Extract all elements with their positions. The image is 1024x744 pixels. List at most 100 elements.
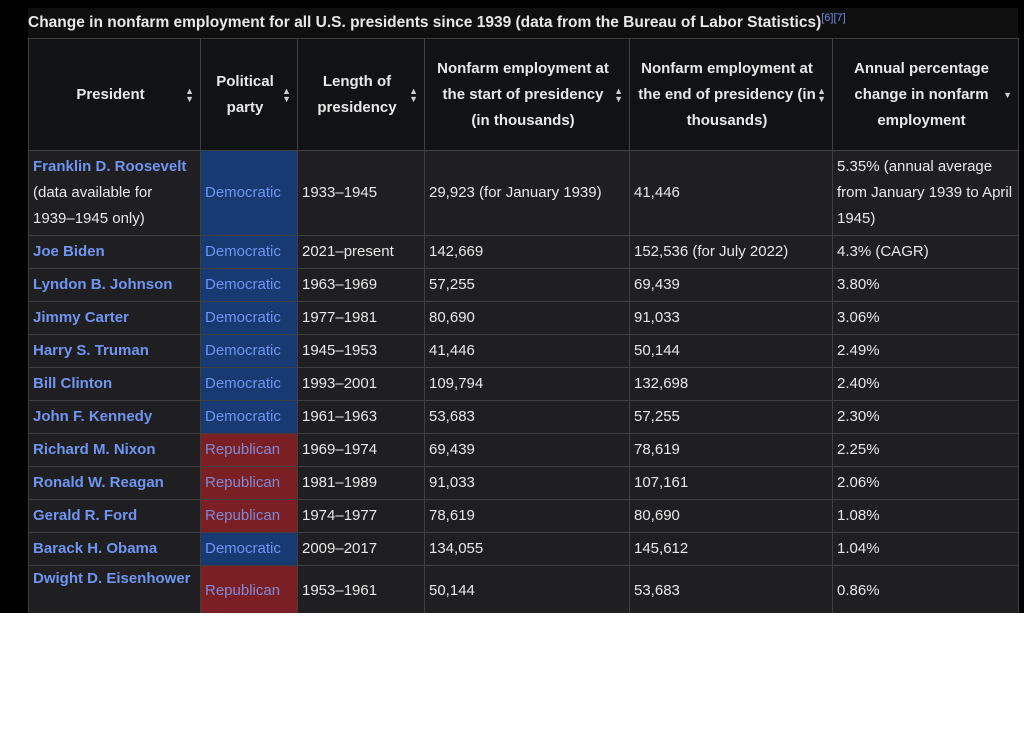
party-link[interactable]: Democratic: [205, 184, 281, 201]
annual-change-cell: 1.08%: [832, 499, 1019, 533]
party-link[interactable]: Republican: [205, 507, 281, 524]
column-header-length[interactable]: Length of presidency ▲ ▼: [297, 38, 425, 151]
term-cell: 1969–1974: [297, 433, 425, 467]
table-caption: Change in nonfarm employment for all U.S…: [28, 8, 1018, 38]
sort-descending-icon[interactable]: ▼: [1003, 89, 1012, 100]
header-label: President: [76, 85, 145, 103]
term-cell: 1981–1989: [297, 466, 425, 500]
table-row: John F. Kennedy Democratic 1961–1963 53,…: [28, 400, 1019, 434]
sort-both-icon[interactable]: ▲ ▼: [817, 85, 826, 104]
party-link[interactable]: Democratic: [205, 342, 281, 359]
president-link[interactable]: Richard M. Nixon: [33, 441, 156, 458]
caption-text: Change in nonfarm employment for all U.S…: [28, 14, 822, 31]
president-link[interactable]: Dwight D. Eisenhower: [33, 570, 191, 587]
president-link[interactable]: Harry S. Truman: [33, 342, 149, 359]
term-cell: 1993–2001: [297, 367, 425, 401]
annual-change-cell: 4.3% (CAGR): [832, 235, 1019, 269]
president-cell: John F. Kennedy: [28, 400, 201, 434]
end-employment-cell: 152,536 (for July 2022): [629, 235, 833, 269]
president-link[interactable]: Jimmy Carter: [33, 309, 129, 326]
term-cell: 1933–1945: [297, 150, 425, 236]
president-link[interactable]: Ronald W. Reagan: [33, 474, 164, 491]
term-cell: 1961–1963: [297, 400, 425, 434]
term-cell: 2009–2017: [297, 532, 425, 566]
party-link[interactable]: Democratic: [205, 243, 281, 260]
party-cell: Democratic: [200, 235, 298, 269]
employment-table: President ▲ ▼ Political party ▲ ▼ Length of …: [28, 38, 1019, 613]
president-cell: Gerald R. Ford: [28, 499, 201, 533]
end-employment-cell: 41,446: [629, 150, 833, 236]
sort-both-icon[interactable]: ▲ ▼: [409, 85, 418, 104]
president-cell: Ronald W. Reagan: [28, 466, 201, 500]
start-employment-cell: 41,446: [424, 334, 630, 368]
annual-change-cell: 3.80%: [832, 268, 1019, 302]
president-cell: Richard M. Nixon: [28, 433, 201, 467]
end-employment-cell: 69,439: [629, 268, 833, 302]
column-header-start-employment[interactable]: Nonfarm employment at the start of presi…: [424, 38, 630, 151]
table-row: Harry S. Truman Democratic 1945–1953 41,…: [28, 334, 1019, 368]
table-row: Richard M. Nixon Republican 1969–1974 69…: [28, 433, 1019, 467]
party-link[interactable]: Republican: [205, 474, 281, 491]
table-row: Ronald W. Reagan Republican 1981–1989 91…: [28, 466, 1019, 500]
party-cell: Democratic: [200, 334, 298, 368]
president-link[interactable]: Gerald R. Ford: [33, 507, 138, 524]
table-row: Bill Clinton Democratic 1993–2001 109,79…: [28, 367, 1019, 401]
annual-change-cell: 1.04%: [832, 532, 1019, 566]
party-cell: Democratic: [200, 268, 298, 302]
party-link[interactable]: Democratic: [205, 309, 281, 326]
start-employment-cell: 78,619: [424, 499, 630, 533]
start-employment-cell: 29,923 (for January 1939): [424, 150, 630, 236]
sort-both-icon[interactable]: ▲ ▼: [185, 85, 194, 104]
president-link[interactable]: Joe Biden: [33, 243, 105, 260]
president-cell: Franklin D. Roosevelt (data available for…: [28, 150, 201, 236]
party-cell: Democratic: [200, 367, 298, 401]
column-header-annual-change[interactable]: Annual percentage change in nonfarm empl…: [832, 38, 1019, 151]
sort-both-icon[interactable]: ▲ ▼: [614, 85, 623, 104]
annual-change-cell: 3.06%: [832, 301, 1019, 335]
annual-change-cell: 2.40%: [832, 367, 1019, 401]
column-header-party[interactable]: Political party ▲ ▼: [200, 38, 298, 151]
annual-change-cell: 2.25%: [832, 433, 1019, 467]
end-employment-cell: 107,161: [629, 466, 833, 500]
president-cell: Harry S. Truman: [28, 334, 201, 368]
column-header-president[interactable]: President ▲ ▼: [28, 38, 201, 151]
president-link[interactable]: Lyndon B. Johnson: [33, 276, 173, 293]
start-employment-cell: 69,439: [424, 433, 630, 467]
party-cell: Republican: [200, 565, 298, 613]
annual-change-cell: 0.86%: [832, 565, 1019, 613]
table-row: Lyndon B. Johnson Democratic 1963–1969 5…: [28, 268, 1019, 302]
party-link[interactable]: Democratic: [205, 375, 281, 392]
party-link[interactable]: Republican: [205, 582, 281, 599]
president-link[interactable]: Barack H. Obama: [33, 540, 158, 557]
annual-change-cell: 2.49%: [832, 334, 1019, 368]
column-header-end-employment[interactable]: Nonfarm employment at the end of preside…: [629, 38, 833, 151]
term-cell: 1974–1977: [297, 499, 425, 533]
president-cell: Bill Clinton: [28, 367, 201, 401]
header-label: Nonfarm employment at the end of preside…: [638, 59, 816, 129]
term-cell: 2021–present: [297, 235, 425, 269]
end-employment-cell: 132,698: [629, 367, 833, 401]
start-employment-cell: 50,144: [424, 565, 630, 613]
party-link[interactable]: Democratic: [205, 276, 281, 293]
party-link[interactable]: Democratic: [205, 540, 281, 557]
start-employment-cell: 80,690: [424, 301, 630, 335]
end-employment-cell: 57,255: [629, 400, 833, 434]
start-employment-cell: 57,255: [424, 268, 630, 302]
caption-references[interactable]: [6][7]: [821, 11, 846, 24]
term-cell: 1963–1969: [297, 268, 425, 302]
president-link[interactable]: John F. Kennedy: [33, 408, 153, 425]
president-link[interactable]: Bill Clinton: [33, 375, 113, 392]
term-cell: 1953–1961: [297, 565, 425, 613]
header-label: Nonfarm employment at the start of presi…: [437, 59, 609, 129]
header-label: Political party: [216, 72, 274, 116]
president-cell: Barack H. Obama: [28, 532, 201, 566]
term-cell: 1945–1953: [297, 334, 425, 368]
sort-both-icon[interactable]: ▲ ▼: [282, 85, 291, 104]
annual-change-cell: 5.35% (annual average from January 1939 …: [832, 150, 1019, 236]
table-row: Joe Biden Democratic 2021–present 142,66…: [28, 235, 1019, 269]
president-link[interactable]: Franklin D. Roosevelt: [33, 158, 187, 175]
party-link[interactable]: Democratic: [205, 408, 281, 425]
party-link[interactable]: Republican: [205, 441, 281, 458]
president-cell: Joe Biden: [28, 235, 201, 269]
table-row: Dwight D. Eisenhower Republican 1953–196…: [28, 565, 1019, 613]
